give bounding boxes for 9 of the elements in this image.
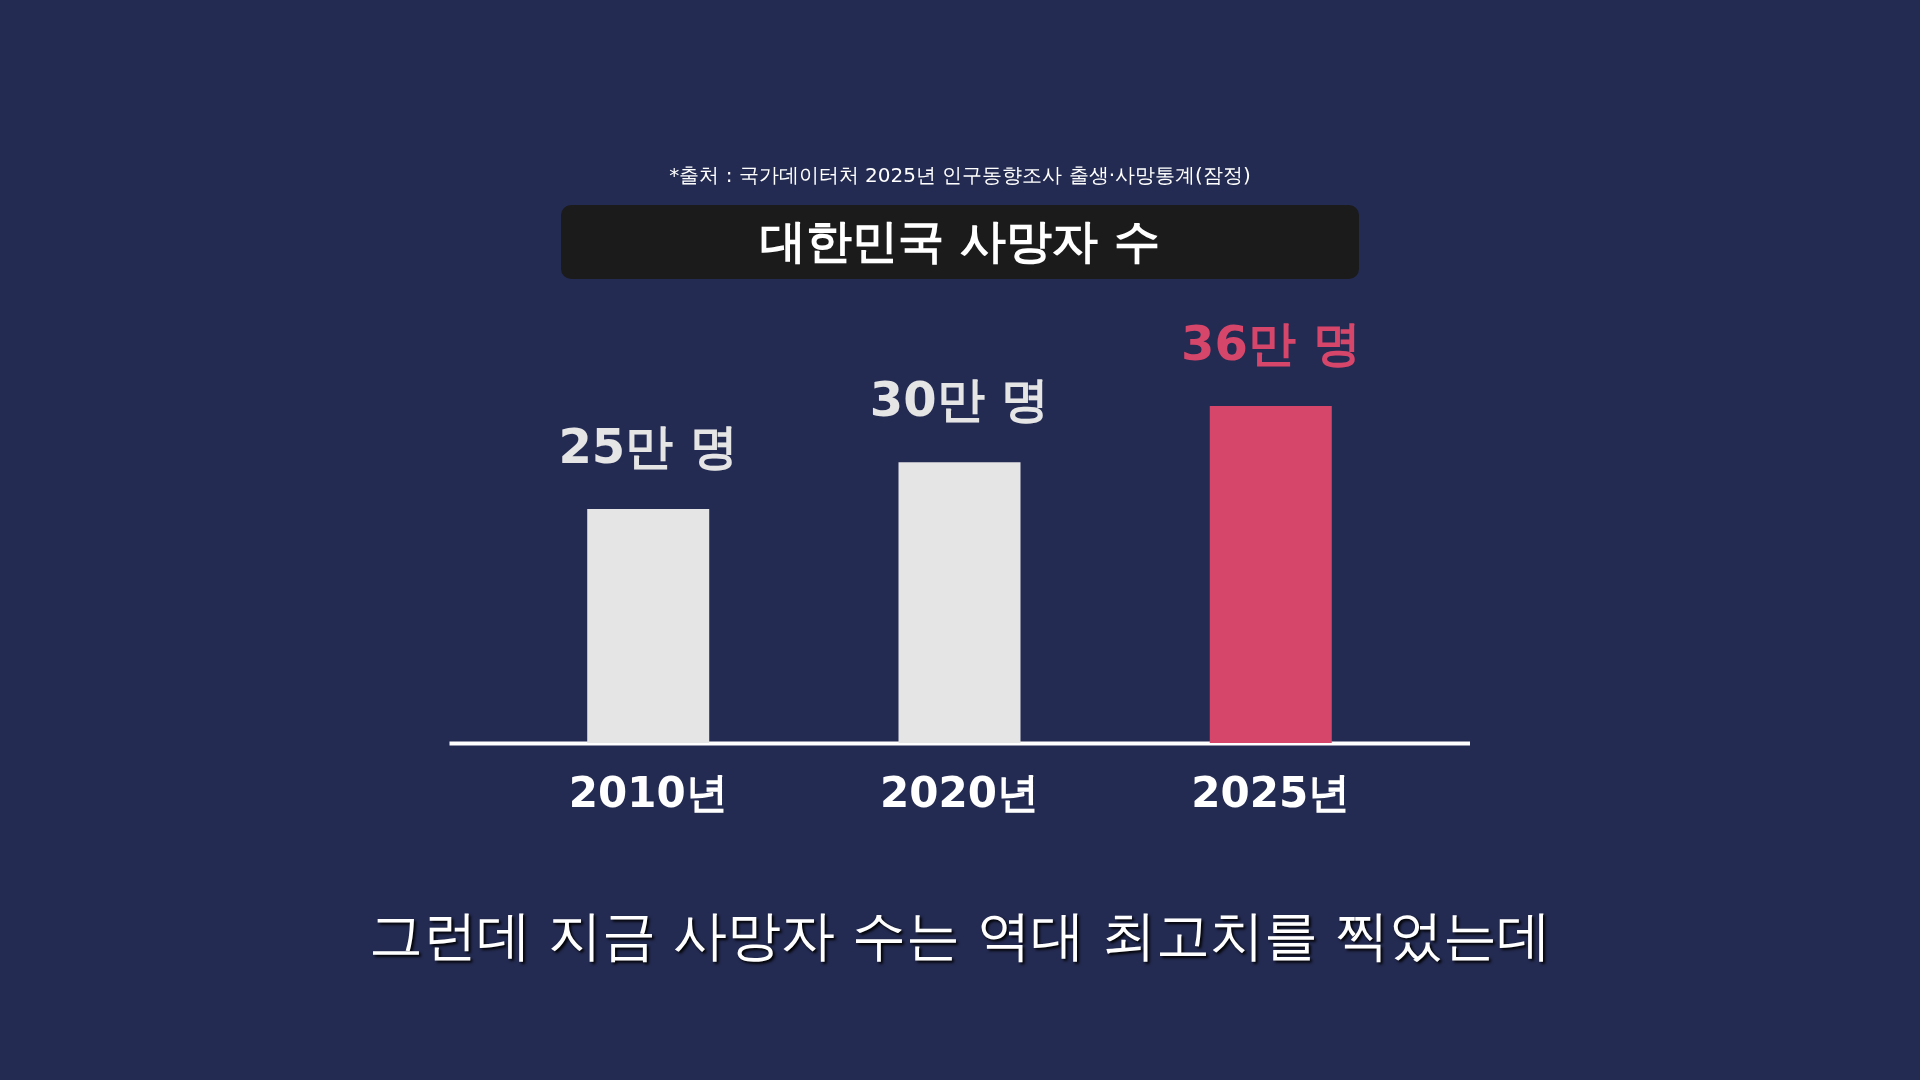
chart-title: 대한민국 사망자 수 xyxy=(561,205,1359,279)
data-label: 36만 명 xyxy=(1181,315,1361,371)
data-label: 30만 명 xyxy=(869,371,1050,428)
text: 그런데 지금 사망자 수는 역대 최고치를 찍었는데 xyxy=(367,903,1553,969)
x-tick-label: 2020년 xyxy=(880,767,1039,817)
data-label: 25만 명 xyxy=(558,417,738,474)
x-tick-label: 2025년 xyxy=(1191,767,1351,817)
x-tick-label: 2010년 xyxy=(568,767,728,817)
text: *출처 : 국가데이터처 2025년 인구동향조사 출생·사망통계(잠정) xyxy=(668,162,1252,189)
